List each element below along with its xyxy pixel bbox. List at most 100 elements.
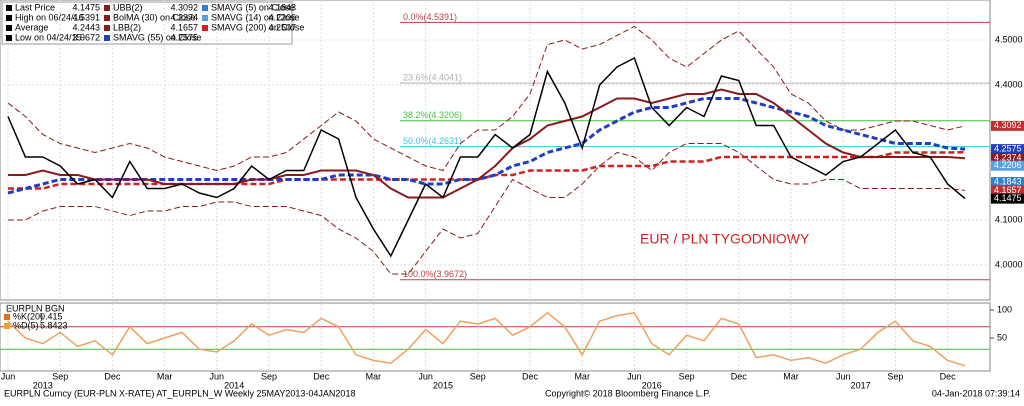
last-value-label: 4.1843: [994, 176, 1022, 186]
x-tick-label: Dec: [313, 371, 330, 381]
osc-title: EURPLN BGN: [6, 303, 65, 313]
x-tick-label: Jun: [210, 371, 225, 381]
osc-line: [7, 311, 966, 367]
legend-value: 4.2374: [170, 12, 198, 22]
legend-swatch: [104, 25, 110, 31]
footer: 04-Jan-2018 07:39:14: [932, 388, 1020, 398]
x-tick-label: Mar: [157, 371, 173, 381]
legend-swatch: [4, 314, 10, 320]
x-tick-label: Jun: [1, 371, 16, 381]
x-tick-label: Jun: [627, 371, 642, 381]
x-tick-label: Sep: [261, 371, 277, 381]
series-line: [8, 88, 966, 199]
last-value-label: 4.1475: [994, 193, 1022, 203]
annotation: EUR / PLN TYGODNIOWY: [640, 231, 810, 247]
x-tick-label: Dec: [731, 371, 748, 381]
series-line: [7, 97, 966, 195]
year-label: 2016: [642, 380, 662, 390]
legend-value: 4.1843: [268, 2, 296, 12]
x-tick-label: Jun: [418, 371, 433, 381]
x-tick-label: Dec: [104, 371, 121, 381]
x-tick-label: Mar: [783, 371, 799, 381]
fib-label: 38.2%(4.3206): [403, 110, 462, 120]
last-value-box: [991, 185, 1024, 196]
osc-tick-label: 50: [997, 332, 1007, 342]
last-value-label: 4.2575: [994, 144, 1022, 154]
last-value-box: [991, 177, 1024, 188]
legend-box: [1, 1, 293, 45]
legend-swatch: [104, 35, 110, 41]
y-tick-label: 4.1000: [995, 214, 1023, 224]
last-value-box: [991, 153, 1024, 164]
legend-label: UBB(2): [113, 2, 143, 12]
legend-label: SMAVG (200) on Close: [211, 22, 304, 32]
x-tick-label: Mar: [366, 371, 382, 381]
legend-value: 4.2507: [268, 22, 296, 32]
last-value-label: 4.1657: [994, 185, 1022, 195]
footer: EURPLN Curncy (EUR-PLN X-RATE) AT_EURPLN…: [4, 388, 355, 398]
series-line: [8, 143, 966, 275]
last-value-box: [991, 144, 1024, 155]
last-value-label: 4.2206: [994, 160, 1022, 170]
legend-value: 3.9672: [72, 32, 100, 42]
legend-value: 4.1657: [170, 22, 198, 32]
legend-value: 4.1475: [72, 2, 100, 12]
legend-label: Low on 04/24/15: [15, 32, 82, 42]
legend-swatch: [6, 35, 12, 41]
x-tick-label: Dec: [522, 371, 539, 381]
x-tick-label: Sep: [52, 371, 68, 381]
oscillator-panel: [0, 302, 991, 372]
last-value-label: 4.2374: [994, 153, 1022, 163]
x-tick-label: Sep: [470, 371, 486, 381]
year-label: 2014: [224, 380, 244, 390]
legend-label: Average: [15, 22, 48, 32]
year-label: 2017: [851, 380, 871, 390]
fib-label: 23.6%(4.4041): [403, 73, 462, 83]
x-tick-label: Mar: [574, 371, 590, 381]
legend-swatch: [6, 5, 12, 11]
legend-swatch: [104, 15, 110, 21]
fib-label: 0.0%(4.5391): [403, 12, 457, 22]
legend-swatch: [6, 15, 12, 21]
y-tick-label: 4.0000: [995, 259, 1023, 269]
series-line: [7, 56, 966, 258]
osc-tick-label: 100: [997, 304, 1012, 314]
legend-value: 0.415: [40, 311, 63, 321]
last-value-box: [991, 160, 1024, 171]
legend-value: 4.5391: [72, 12, 100, 22]
legend-label: %K(20): [13, 311, 43, 321]
legend-label: BolMA (30) on Close: [113, 12, 196, 22]
fib-label: 100.0%(3.9672): [403, 269, 467, 279]
legend-swatch: [202, 25, 208, 31]
x-tick-label: Sep: [887, 371, 903, 381]
year-label: 2015: [433, 380, 453, 390]
last-value-box: [991, 193, 1024, 204]
y-tick-label: 4.5000: [995, 34, 1023, 44]
legend-swatch: [104, 5, 110, 11]
x-tick-label: Dec: [940, 371, 957, 381]
legend-label: SMAVG (5) on Close: [211, 2, 294, 12]
main-panel: [0, 0, 991, 301]
legend-value: 4.3092: [170, 2, 198, 12]
legend-label: High on 06/24/16: [15, 12, 84, 22]
x-tick-label: Sep: [679, 371, 695, 381]
series-line: [7, 25, 966, 172]
legend-label: SMAVG (14) on Close: [211, 12, 299, 22]
legend-label: %D(5): [13, 320, 39, 330]
legend-value: 4.2206: [268, 12, 296, 22]
fib-label: 50.0%(4.2631): [403, 136, 462, 146]
legend-swatch: [202, 5, 208, 11]
legend-swatch: [4, 323, 10, 329]
legend-value: 4.2443: [72, 22, 100, 32]
legend-swatch: [202, 15, 208, 21]
last-value-box: [991, 120, 1024, 131]
legend-value: 5.8423: [40, 320, 68, 330]
legend-label: LBB(2): [113, 22, 141, 32]
year-label: 2013: [33, 380, 53, 390]
y-tick-label: 4.4000: [995, 79, 1023, 89]
legend-label: Last Price: [15, 2, 55, 12]
last-value-label: 4.3092: [994, 120, 1022, 130]
legend-swatch: [6, 25, 12, 31]
legend-label: SMAVG (55) on Close: [113, 32, 201, 42]
